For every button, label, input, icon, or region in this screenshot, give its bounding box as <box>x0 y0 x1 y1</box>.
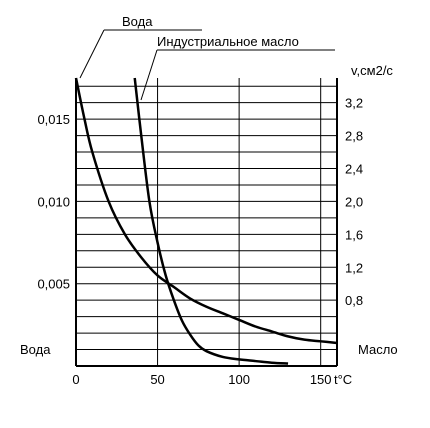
x-tick-label: 50 <box>150 372 164 387</box>
series-line-water <box>74 77 338 345</box>
left-tick-label: 0,010 <box>37 194 70 209</box>
right-axis-title: v,см2/с <box>351 63 393 78</box>
legend-label-water: Вода <box>122 14 153 29</box>
left-axis-bottom-label: Вода <box>20 342 51 357</box>
chart-grid <box>75 78 338 367</box>
chart-labels: 0,005 0,010 0,015 0,8 1,2 1,6 2,0 2,4 2,8 3,2 0 50 1… <box>37 96 363 387</box>
right-tick-label: 2,0 <box>345 194 363 209</box>
right-tick-label: 1,6 <box>345 227 363 242</box>
right-tick-label: 0,8 <box>345 293 363 308</box>
left-tick-label: 0,015 <box>37 112 70 127</box>
legend-label-oil: Индустриальное масло <box>157 34 299 49</box>
x-tick-label: 150 <box>310 372 332 387</box>
x-tick-label: 100 <box>228 372 250 387</box>
right-tick-label: 2,4 <box>345 162 363 177</box>
x-tick-label: 0 <box>72 372 79 387</box>
right-tick-label: 1,2 <box>345 260 363 275</box>
legend-leader-oil <box>140 49 158 101</box>
x-axis-title: t°C <box>334 372 352 387</box>
legend-leader-water <box>79 29 105 79</box>
series-line-oil <box>133 77 289 365</box>
left-tick-label: 0,005 <box>37 277 70 292</box>
right-tick-label: 2,8 <box>345 129 363 144</box>
right-tick-label: 3,2 <box>345 96 363 111</box>
chart-series <box>74 77 338 365</box>
right-axis-bottom-label: Масло <box>358 342 398 357</box>
